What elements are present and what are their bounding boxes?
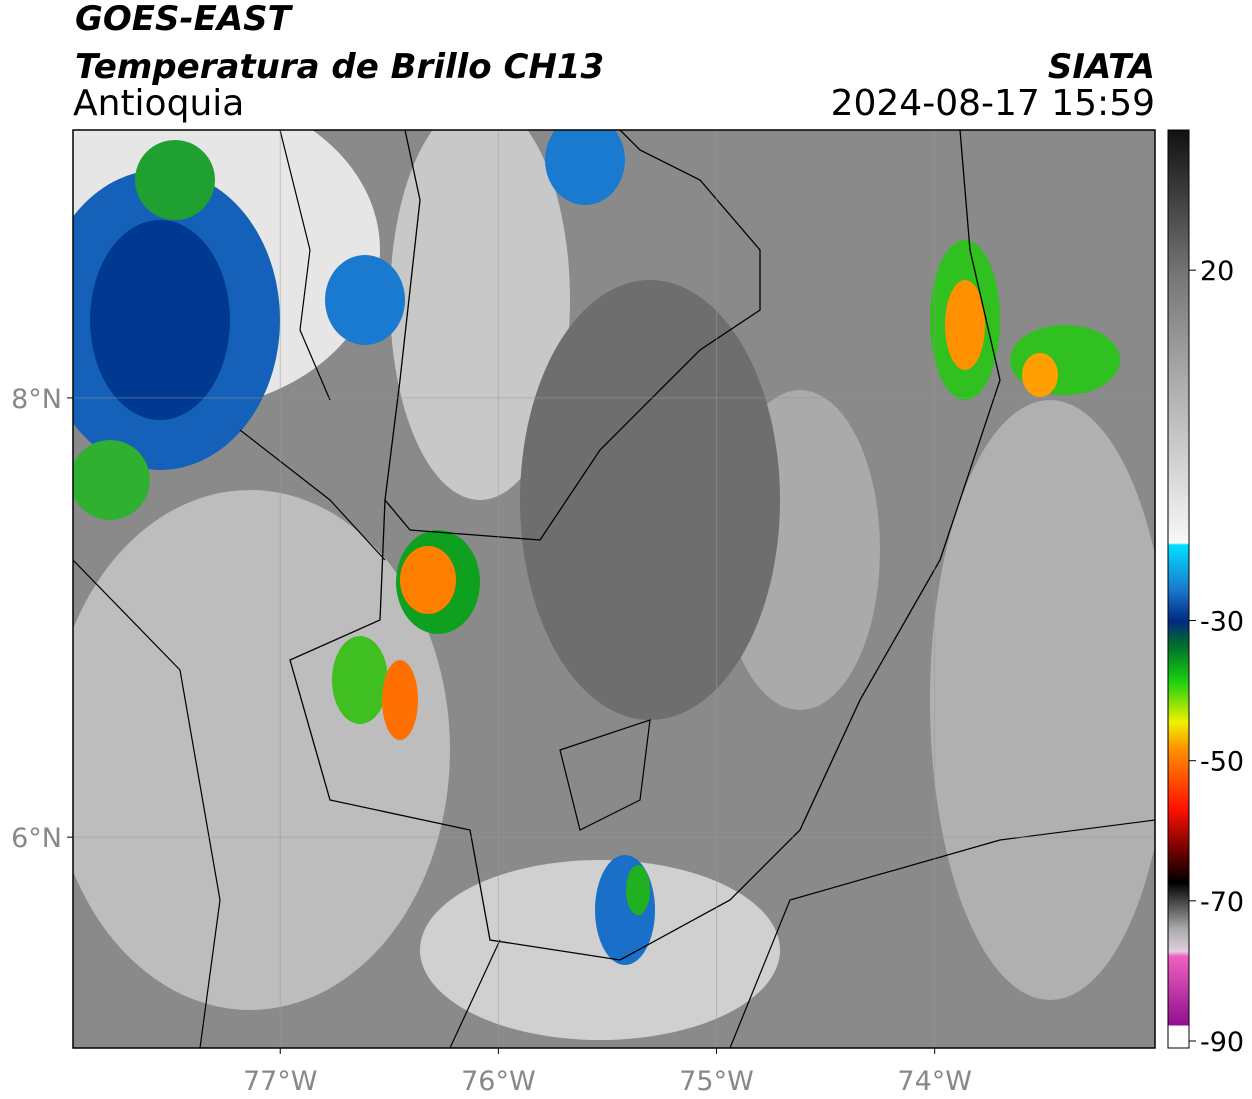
datetime: 2024-08-17 15:59 (831, 83, 1155, 124)
subtitle: Temperatura de Brillo CH13 (75, 47, 604, 87)
colorbar-tick-label: -90 (1200, 1027, 1244, 1058)
satellite-image (73, 130, 1155, 1048)
colorbar-tick-label: -30 (1200, 607, 1244, 638)
grid (73, 130, 1155, 1048)
x-tick-label: 75°W (679, 1066, 754, 1097)
colorbar-tick-label: 20 (1200, 256, 1234, 287)
title: GOES-EAST (75, 0, 294, 39)
colorbar-tick-label: -70 (1200, 887, 1244, 918)
colorbar (1167, 129, 1190, 1049)
x-tick-label: 74°W (897, 1066, 972, 1097)
x-tick-label: 76°W (461, 1066, 536, 1097)
colorbar-tick-label: -50 (1200, 747, 1244, 778)
y-tick-label: 6°N (11, 823, 62, 854)
x-tick-label: 77°W (243, 1066, 318, 1097)
y-tick-label: 8°N (11, 384, 62, 415)
source: SIATA (1048, 47, 1155, 87)
map-frame (72, 129, 1156, 1049)
region: Antioquia (73, 83, 244, 124)
